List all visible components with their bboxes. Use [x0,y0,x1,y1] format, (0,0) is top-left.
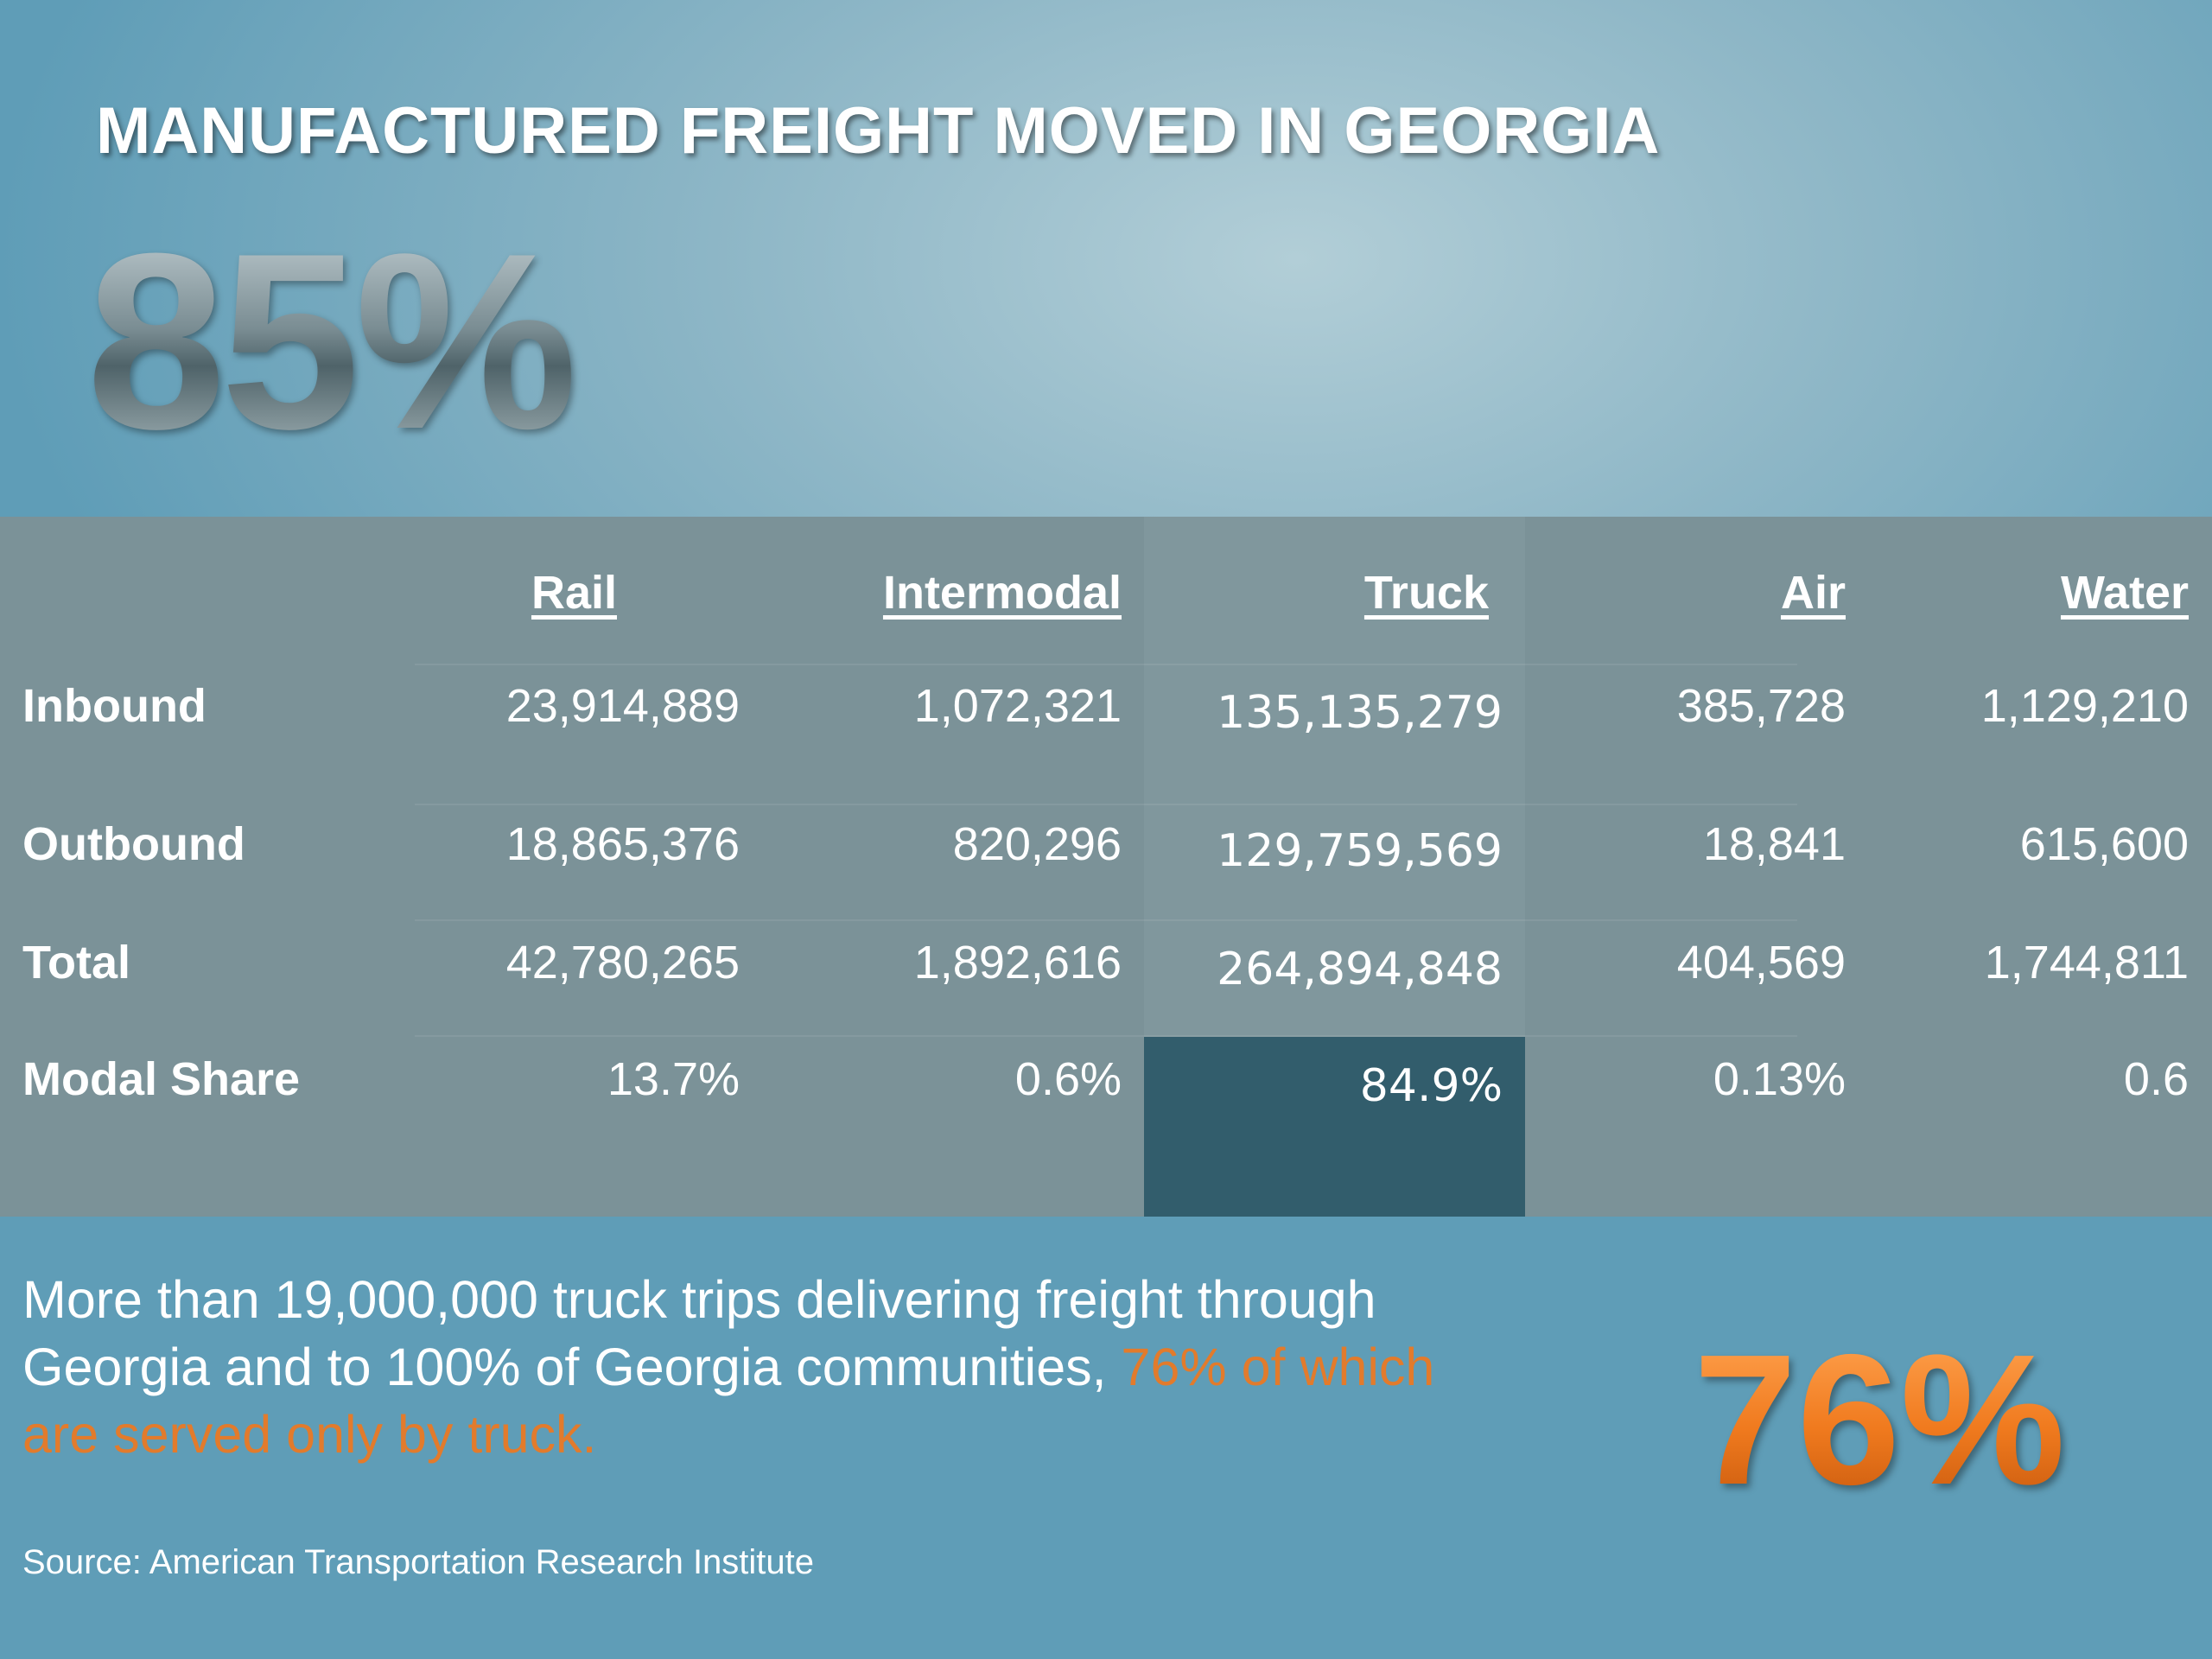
column-header: Air [1780,567,1846,619]
table-cell: 23,914,889 [505,680,740,732]
row-label: Outbound [22,818,245,870]
callout-stat: 76% [1694,1315,2066,1523]
table-cell: 385,728 [1676,680,1846,732]
source: Source: American Transportation Research… [22,1543,815,1581]
row-label: Modal Share [22,1053,301,1105]
table-cell: 264,894,848 [1217,944,1503,995]
table-cell: 1,072,321 [913,680,1122,732]
table-cell: 13.7% [607,1053,740,1105]
row-label: Inbound [22,680,207,732]
table-cell: 0.13% [1713,1053,1846,1105]
table-cell: 0.6 [2123,1053,2189,1105]
row-separator [415,664,1797,665]
table-cell: 84.9% [1359,1060,1503,1112]
column-header: Rail [531,567,617,619]
table-cell: 615,600 [2019,818,2189,870]
table-cell: 135,135,279 [1217,687,1503,739]
row-separator [415,919,1797,921]
note-text: More than 19,000,000 truck trips deliver… [22,1270,1376,1396]
table-cell: 820,296 [952,818,1122,870]
table-cell: 18,865,376 [505,818,740,870]
table-cell: 1,892,616 [913,937,1122,988]
table-cell: 1,744,811 [1984,937,2189,988]
column-header: Water [2060,567,2189,619]
note: More than 19,000,000 truck trips deliver… [22,1266,1509,1468]
table-cell: 1,129,210 [1980,680,2189,732]
table-cell: 18,841 [1702,818,1846,870]
row-separator [415,804,1797,805]
table-cell: 42,780,265 [505,937,740,988]
highlight-cell [1144,1037,1525,1217]
title: MANUFACTURED FREIGHT MOVED IN GEORGIA [96,94,1661,168]
column-header: Intermodal [882,567,1122,619]
table-cell: 404,569 [1676,937,1846,988]
table-cell: 129,759,569 [1217,825,1503,877]
table-background [0,517,2212,1217]
note-highlight: 76% of which are served only by truck. [22,1338,1435,1464]
row-separator [415,1035,1797,1037]
table-cell: 0.6% [1014,1053,1122,1105]
row-label: Total [22,937,130,988]
column-header: Truck [1363,567,1489,619]
big-stat: 85% [86,201,577,481]
